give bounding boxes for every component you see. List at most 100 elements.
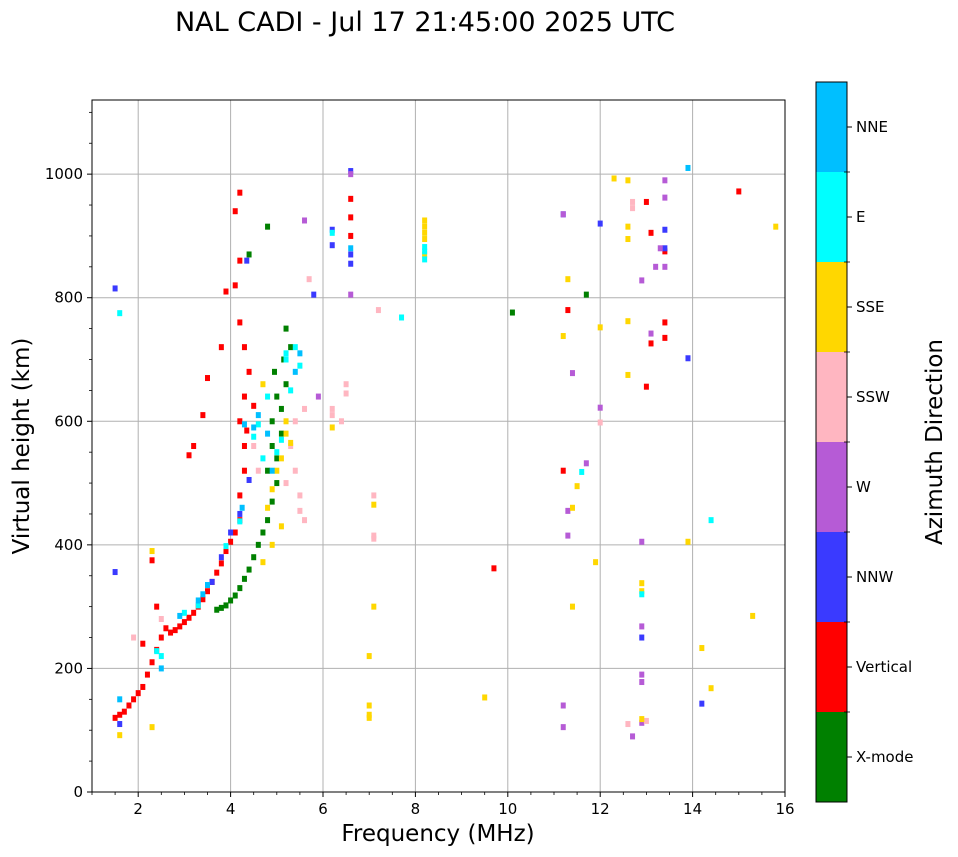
data-point-nne [241,421,247,428]
data-point-sse [560,333,566,340]
data-point-w [348,291,354,298]
data-point-sse [422,236,428,243]
data-point-ssw [329,405,335,412]
data-point-sse [565,276,571,283]
data-point-e [278,436,284,443]
data-point-sse [260,559,266,566]
data-point-sse [597,324,603,331]
data-point-vertical [251,402,257,409]
data-point-w [657,245,663,252]
data-point-x-mode [255,541,261,548]
data-point-ssw [292,418,298,425]
data-point-vertical [205,375,210,382]
colorbar-frame [815,81,848,803]
data-point-x-mode [223,602,229,609]
data-point-sse [574,483,580,490]
data-point-nne [255,412,261,419]
data-point-vertical [158,634,164,641]
colorbar-segment [816,172,847,262]
data-point-w [639,623,645,630]
data-point-w [639,538,645,545]
data-point-x-mode [269,418,275,425]
colorbar-label: Azimuth Direction [922,339,948,545]
data-point-sse [274,467,280,474]
data-point-ssw [302,517,308,524]
data-point-w [583,460,589,467]
data-point-nne [177,612,183,619]
data-point-vertical [218,560,224,567]
data-point-vertical [244,427,250,434]
data-point-sse [422,217,428,224]
data-point-w [639,671,645,678]
data-point-vertical [560,467,566,474]
x-tick-label: 12 [591,800,610,818]
data-point-vertical [348,214,354,221]
data-point-w [560,211,566,218]
data-point-x-mode [274,393,280,400]
data-point-vertical [232,529,238,536]
data-point-vertical [200,596,206,603]
data-point-ssw [625,721,631,728]
colorbar-tick-label: Vertical [856,658,912,676]
data-point-sse [750,612,756,619]
data-point-sse [422,223,428,230]
data-point-ssw [630,198,636,205]
data-point-vertical [214,569,220,576]
data-point-vertical [237,257,243,264]
data-point-vertical [140,640,146,647]
data-point-sse [366,714,372,721]
data-point-e [422,244,428,251]
colorbar-segment [816,532,847,622]
data-point-ssw [338,418,344,425]
colorbar-tick-label: X-mode [856,748,913,766]
data-point-vertical [126,702,132,709]
data-point-vertical [168,629,174,636]
data-point-sse [708,685,714,692]
data-point-sse [611,175,617,182]
x-tick-label: 8 [411,800,421,818]
data-point-x-mode [251,554,257,561]
data-point-vertical [662,248,668,255]
data-point-e [265,393,271,400]
data-point-vertical [662,319,668,326]
data-point-x-mode [237,585,243,592]
colorbar-segment [816,262,847,352]
data-point-w [565,507,571,514]
data-point-vertical [177,623,183,630]
data-point-sse [422,251,428,258]
data-point-ssw [292,467,298,474]
data-point-x-mode [241,575,247,582]
data-point-nnw [348,260,354,267]
data-point-nnw [237,510,243,517]
data-point-vertical [172,627,178,634]
data-point-ssw [371,492,377,499]
data-point-w [639,719,645,726]
data-point-e [181,609,187,616]
data-point-vertical [191,443,197,449]
data-point-x-mode [278,405,284,412]
data-point-sse [422,229,428,236]
data-point-e [297,362,303,369]
data-point-vertical [140,683,146,690]
data-point-sse [366,711,372,718]
data-point-nne [265,430,271,437]
data-point-ssw [297,507,303,514]
data-point-sse [773,223,779,230]
data-point-w [560,724,566,731]
data-point-vertical [112,714,118,721]
data-point-sse [366,702,372,709]
data-point-x-mode [269,443,275,449]
data-point-vertical [241,467,247,474]
data-point-e [422,256,428,263]
x-tick-label: 14 [683,800,702,818]
data-point-vertical [149,557,155,564]
data-point-vertical [491,565,497,572]
data-point-e [283,350,289,357]
colorbar-tick-label: NNW [856,568,893,586]
data-point-sse [685,538,691,545]
data-point-vertical [223,288,229,295]
data-point-vertical [241,344,247,351]
data-point-e [255,421,261,428]
data-point-sse [269,541,275,548]
